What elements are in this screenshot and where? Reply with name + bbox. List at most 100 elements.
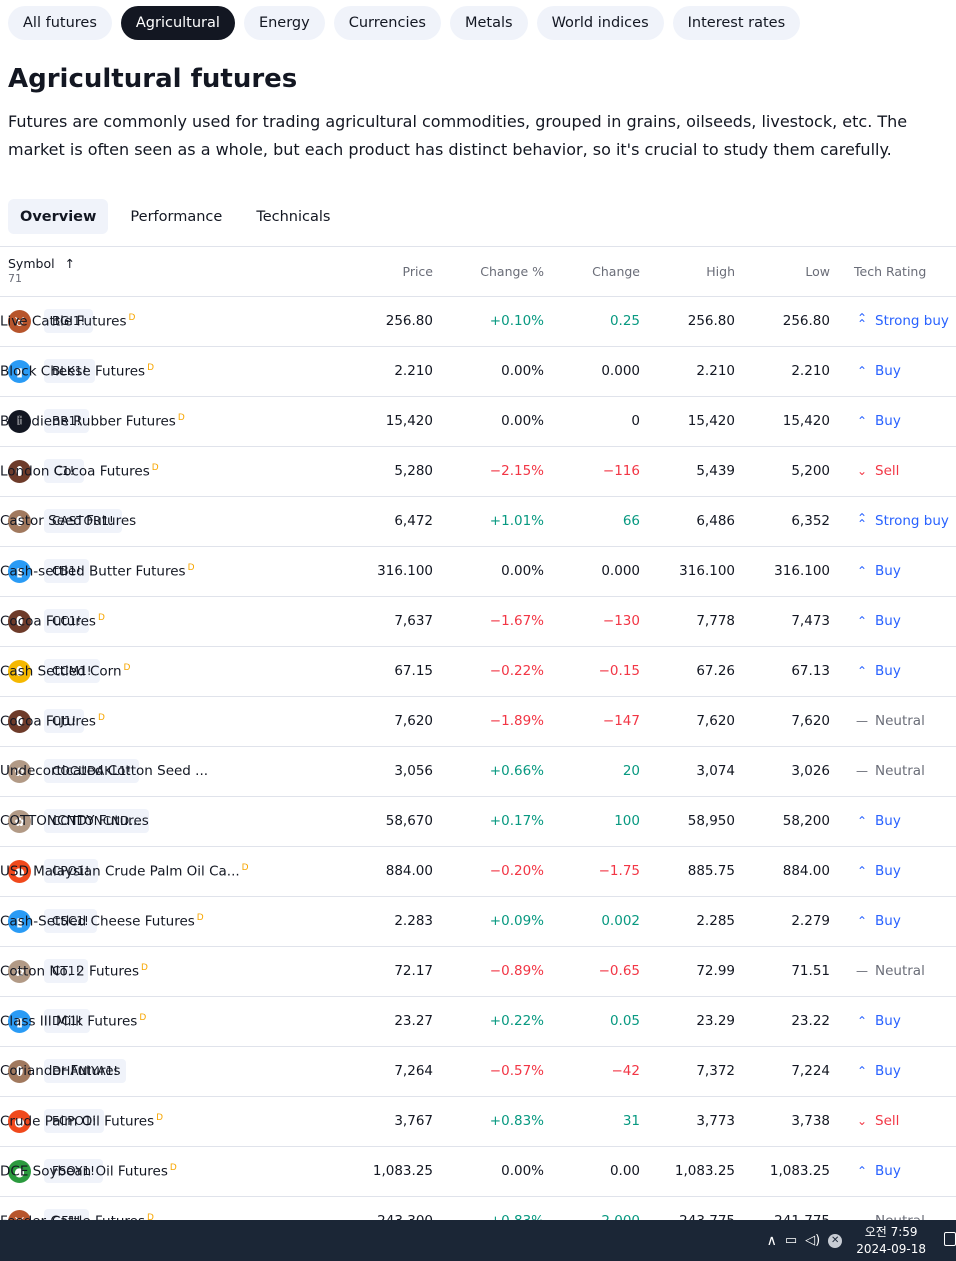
tech-rating-label: Strong buy [875, 313, 949, 329]
ticker-badge[interactable]: CCM1! [44, 659, 100, 683]
table-row[interactable]: ⬮ DHANIYA1! Coriander Futures 7,264 −0.57% −4… [0, 1047, 956, 1097]
tech-rating-label: Buy [875, 563, 901, 579]
instrument-name[interactable]: Block Cheese Futures D [0, 363, 154, 380]
ticker-badge[interactable]: C1! [44, 459, 84, 483]
ticker-badge[interactable]: CB1! [44, 559, 90, 583]
instrument-name[interactable]: Coriander Futures [0, 1063, 121, 1079]
category-tab-agricultural[interactable]: Agricultural [120, 6, 235, 40]
network-icon[interactable]: ▭ [784, 1233, 798, 1248]
tech-rating: ⌃ Buy [856, 863, 901, 879]
table-row[interactable]: ▮ BLK1! Block Cheese Futures D 2.210 0.00% 0.0… [0, 347, 956, 397]
high-column-header[interactable]: High [706, 264, 735, 279]
category-tab-currencies[interactable]: Currencies [333, 6, 441, 40]
instrument-name-text: Cotton No. 2 Futures [0, 963, 139, 980]
instrument-name[interactable]: Live Cattle Futures D [0, 313, 135, 330]
instrument-name[interactable]: DCE Soybean Oil Futures D [0, 1163, 177, 1180]
tech-rating-column-header[interactable]: Tech Rating [854, 264, 927, 279]
milk-bottle-icon: ▮ [8, 1010, 31, 1033]
category-tab-energy[interactable]: Energy [243, 6, 325, 40]
instrument-name[interactable]: Crude Palm Oil Futures D [0, 1113, 163, 1130]
tech-rating-label: Neutral [875, 763, 925, 779]
ticker-badge[interactable]: CSC1! [44, 909, 97, 933]
ticker-badge[interactable]: CJ1! [44, 709, 85, 733]
table-row[interactable]: ✿ COTTONCND... COTTONCNDY Futures 58,670 +0.… [0, 797, 956, 847]
ticker-badge[interactable]: COCUDAKL1! [44, 759, 140, 783]
table-row[interactable]: ⬮ CC1! Cocoa Futures D 7,637 −1.67% −130 7,778 7… [0, 597, 956, 647]
ticker-badge[interactable]: DHANIYA1! [44, 1059, 127, 1083]
instrument-name[interactable]: Butadiene Rubber Futures D [0, 413, 185, 430]
instrument-name-text: Cash-settled Butter Futures [0, 563, 186, 580]
ticker-badge[interactable]: BR1! [44, 409, 90, 433]
change-cell: −147 [602, 713, 640, 729]
instrument-name[interactable]: Undecorticated Cotton Seed ... [0, 763, 208, 779]
speaker-icon[interactable]: ◁) [805, 1233, 821, 1248]
chevron-up-icon: ⌃ [856, 1164, 868, 1178]
low-column-header[interactable]: Low [805, 264, 830, 279]
ticker-badge[interactable]: FSOY1! [44, 1159, 103, 1183]
high-cell: 885.75 [687, 863, 735, 879]
instrument-name-text: Crude Palm Oil Futures [0, 1113, 155, 1130]
instrument-name[interactable]: Cocoa Futures D [0, 713, 105, 730]
tab-overview[interactable]: Overview [8, 199, 109, 234]
category-tab-interest-rates[interactable]: Interest rates [672, 6, 801, 40]
ticker-badge[interactable]: CPO1! [44, 859, 98, 883]
notification-icon[interactable] [944, 1232, 956, 1246]
ticker-badge[interactable]: CASTOR1! [44, 509, 122, 533]
instrument-name[interactable]: Class III Milk Futures D [0, 1013, 146, 1030]
table-row[interactable]: ● FSOY1! DCE Soybean Oil Futures D 1,083.25 0… [0, 1147, 956, 1197]
high-cell: 23.29 [696, 1013, 735, 1029]
change-percent-column-header[interactable]: Change % [480, 264, 544, 279]
category-tab-metals[interactable]: Metals [449, 6, 528, 40]
table-row[interactable]: ⬮ CASTOR1! Castor Seed Futures 6,472 +1.01% 6… [0, 497, 956, 547]
instrument-name-text: USD Malaysian Crude Palm Oil Ca... [0, 863, 240, 880]
ticker-badge[interactable]: BGI1! [44, 309, 94, 333]
tab-performance[interactable]: Performance [130, 208, 223, 225]
clock[interactable]: 오전 7:59 2024-09-18 [856, 1224, 926, 1258]
table-row[interactable]: ✿ COCUDAKL1! Undecorticated Cotton Seed ..… [0, 747, 956, 797]
ticker-badge[interactable]: FCPO1! [44, 1109, 105, 1133]
delayed-data-marker: D [151, 463, 159, 473]
chevron-up-icon[interactable]: ∧ [766, 1232, 777, 1249]
table-row[interactable]: ⦀ BR1! Butadiene Rubber Futures D 15,420 0.00… [0, 397, 956, 447]
instrument-name[interactable]: COTTONCNDY Futures [0, 813, 149, 829]
close-circle-icon[interactable]: ✕ [828, 1233, 843, 1248]
table-row[interactable]: ▮ CSC1! Cash-Settled Cheese Futures D 2.283 +… [0, 897, 956, 947]
instrument-name[interactable]: Cash-Settled Cheese Futures D [0, 913, 204, 930]
instrument-name[interactable]: Cotton No. 2 Futures D [0, 963, 148, 980]
delayed-data-marker: D [128, 313, 136, 323]
category-tab-world-indices[interactable]: World indices [536, 6, 664, 40]
table-row[interactable]: ● CPO1! USD Malaysian Crude Palm Oil Ca...… [0, 847, 956, 897]
table-row[interactable]: ▮ DC1! Class III Milk Futures D 23.27 +0.22% 0… [0, 997, 956, 1047]
tab-technicals[interactable]: Technicals [256, 208, 331, 225]
change-column-header[interactable]: Change [592, 264, 640, 279]
tech-rating: ⌃ Buy [856, 363, 901, 379]
ticker-badge[interactable]: COTTONCND... [44, 809, 149, 833]
symbol-column-header[interactable]: Symbol ↑ 71 [8, 256, 76, 285]
table-row[interactable]: ✿ CT1! Cotton No. 2 Futures D 72.17 −0.89% −0.… [0, 947, 956, 997]
instrument-name[interactable]: Cocoa Futures D [0, 613, 105, 630]
ticker-badge[interactable]: DC1! [44, 1009, 91, 1033]
table-row[interactable]: ▮ CB1! Cash-settled Butter Futures D 316.100… [0, 547, 956, 597]
ticker-badge[interactable]: CC1! [44, 609, 90, 633]
instrument-name[interactable]: Castor Seed Futures [0, 513, 136, 529]
instrument-name[interactable]: Cash-settled Butter Futures D [0, 563, 195, 580]
table-row[interactable]: ♉ BGI1! Live Cattle Futures D 256.80 +0.10% 0.… [0, 297, 956, 347]
tech-rating: ⌄ Sell [856, 463, 899, 479]
ticker-badge[interactable]: CT1! [44, 959, 89, 983]
price-cell: 6,472 [394, 513, 433, 529]
change-cell: −0.65 [598, 963, 640, 979]
ticker-badge[interactable]: BLK1! [44, 359, 96, 383]
category-tab-all-futures[interactable]: All futures [8, 6, 112, 40]
instrument-name[interactable]: London Cocoa Futures D [0, 463, 159, 480]
tech-rating-label: Buy [875, 913, 901, 929]
milk-bottle-icon: ▮ [8, 560, 31, 583]
table-row[interactable]: ⬮ CCM1! Cash Settled Corn D 67.15 −0.22% −0.15… [0, 647, 956, 697]
change-percent-cell: +0.22% [489, 1013, 544, 1029]
instrument-name[interactable]: Cash Settled Corn D [0, 663, 130, 680]
table-row[interactable]: ⬮ C1! London Cocoa Futures D 5,280 −2.15% −116… [0, 447, 956, 497]
table-row[interactable]: ● FCPO1! Crude Palm Oil Futures D 3,767 +0.83… [0, 1097, 956, 1147]
price-column-header[interactable]: Price [402, 264, 434, 279]
table-row[interactable]: ⬮ CJ1! Cocoa Futures D 7,620 −1.89% −147 7,620 7… [0, 697, 956, 747]
instrument-name[interactable]: USD Malaysian Crude Palm Oil Ca... D [0, 863, 249, 880]
tech-rating-label: Buy [875, 813, 901, 829]
